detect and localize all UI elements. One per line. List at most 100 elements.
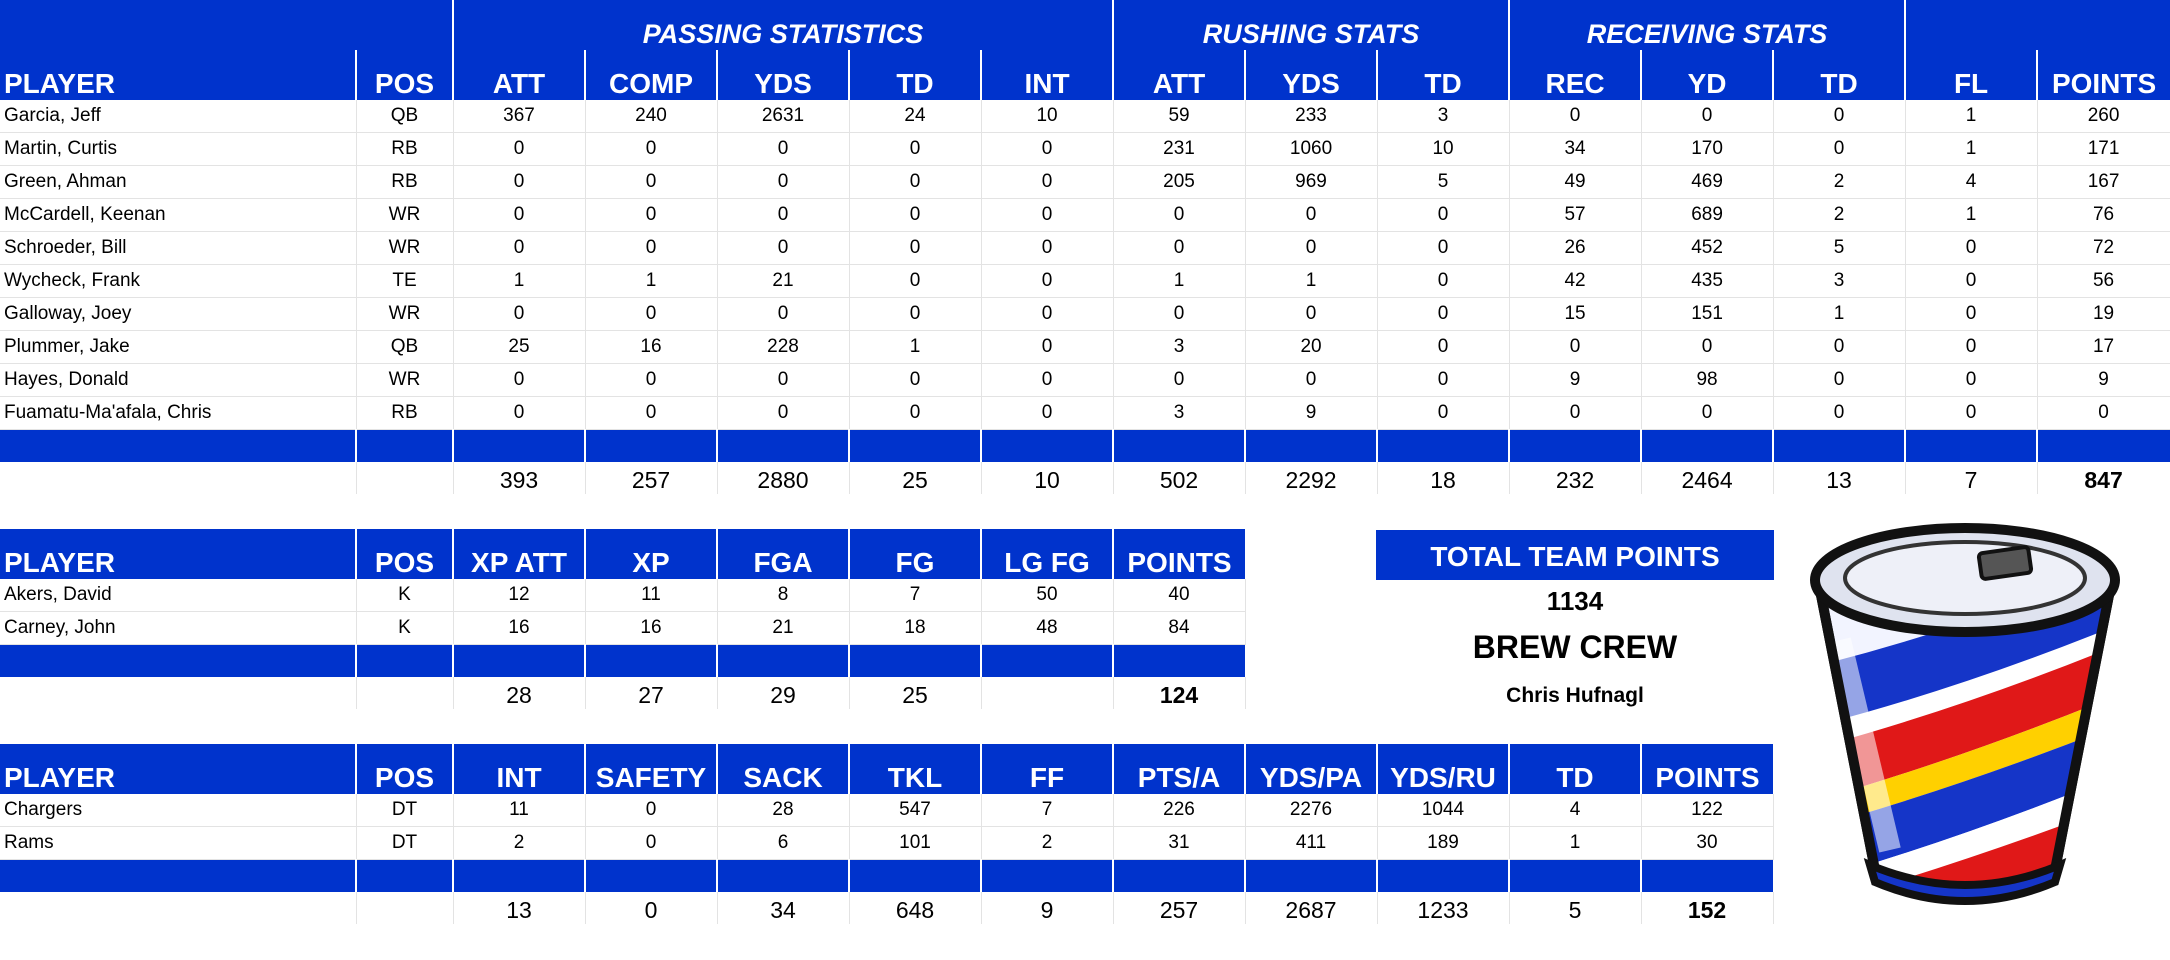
- stat-cell: 205: [1113, 165, 1246, 199]
- player-name: Galloway, Joey: [0, 297, 357, 331]
- offense-col-header-int: INT: [979, 50, 1114, 100]
- total-cell: 502: [1113, 462, 1246, 494]
- stat-cell: 34: [1509, 132, 1642, 166]
- stat-cell: 1044: [1377, 794, 1510, 827]
- stat-cell: 0: [1905, 396, 2038, 430]
- stat-cell: 40: [1113, 579, 1246, 612]
- stat-cell: 0: [849, 231, 982, 265]
- separator-cell: [584, 644, 717, 677]
- table-row: Plummer, Jake QB 25 16 228 1 0 3 20 0 0 0 0 0 17: [0, 330, 2170, 364]
- offense-col-header-pos: POS: [355, 50, 453, 100]
- stat-cell: 1: [1773, 297, 1906, 331]
- stat-cell: 1: [453, 264, 586, 298]
- offense-col-header-yds: YDS: [716, 50, 849, 100]
- separator-cell: [355, 859, 453, 892]
- group-misc-blank: [1904, 0, 2170, 50]
- offense-group-blank: [0, 0, 453, 50]
- defense-col-header-int: INT: [452, 744, 585, 794]
- stat-cell: 26: [1509, 231, 1642, 265]
- stat-cell: 0: [717, 198, 850, 232]
- stat-cell: 0: [1509, 330, 1642, 364]
- stat-cell: 76: [2037, 198, 2170, 232]
- stat-cell: 9: [2037, 363, 2170, 397]
- stat-cell: 21: [717, 611, 850, 645]
- separator-cell: [1508, 859, 1641, 892]
- offense-col-header-fl: FL: [1904, 50, 2038, 100]
- offense-header-row: PLAYER POS ATT COMP YDS TD INT ATT YDS TD REC YD TD F…: [0, 50, 2170, 100]
- stat-cell: 0: [585, 165, 718, 199]
- stat-cell: 0: [1377, 363, 1510, 397]
- total-cell: [0, 462, 357, 494]
- offense-col-header-att: ATT: [452, 50, 585, 100]
- table-row: Martin, Curtis RB 0 0 0 0 0 231 1060 10 34 170 0 1 171: [0, 132, 2170, 166]
- offense-col-header-player: PLAYER: [0, 50, 356, 100]
- separator-cell: [1376, 859, 1509, 892]
- table-row: Garcia, Jeff QB 367 240 2631 24 10 59 233 3 0 0 0 1 26…: [0, 100, 2170, 133]
- stat-cell: 0: [981, 231, 1114, 265]
- separator-cell: [1508, 429, 1642, 462]
- player-name: McCardell, Keenan: [0, 198, 357, 232]
- stat-cell: 233: [1245, 100, 1378, 133]
- offense-col-header-comp: COMP: [584, 50, 717, 100]
- table-row: Hayes, Donald WR 0 0 0 0 0 0 0 0 9 98 0 0 9: [0, 363, 2170, 397]
- position: RB: [356, 396, 454, 430]
- stat-cell: 0: [981, 363, 1114, 397]
- stat-cell: 8: [717, 579, 850, 612]
- stat-cell: 0: [981, 297, 1114, 331]
- stat-cell: 0: [981, 198, 1114, 232]
- stat-cell: 0: [1245, 363, 1378, 397]
- table-row: Wycheck, Frank TE 1 1 21 0 0 1 1 0 42 435 3 0 56: [0, 264, 2170, 298]
- stat-cell: 0: [1773, 396, 1906, 430]
- stat-cell: 3: [1377, 100, 1510, 133]
- defense-col-header-pos: POS: [355, 744, 453, 794]
- stat-cell: 0: [453, 396, 586, 430]
- player-name: Hayes, Donald: [0, 363, 357, 397]
- offense-col-header-att: ATT: [1112, 50, 1246, 100]
- stat-cell: 0: [981, 132, 1114, 166]
- total-cell: 847: [2037, 462, 2170, 494]
- separator-cell: [848, 644, 981, 677]
- position: WR: [356, 363, 454, 397]
- total-cell: 2687: [1245, 892, 1378, 924]
- total-cell: 25: [849, 677, 982, 709]
- stat-cell: 0: [981, 330, 1114, 364]
- stat-cell: 231: [1113, 132, 1246, 166]
- total-cell: 27: [585, 677, 718, 709]
- stat-cell: 170: [1641, 132, 1774, 166]
- stat-cell: 435: [1641, 264, 1774, 298]
- stat-cell: 20: [1245, 330, 1378, 364]
- stat-cell: 0: [849, 264, 982, 298]
- separator-cell: [1112, 644, 1245, 677]
- team-summary: TOTAL TEAM POINTS 1134 BREW CREW Chris H…: [1376, 530, 1774, 708]
- stat-cell: 189: [1377, 826, 1510, 860]
- player-name: Green, Ahman: [0, 165, 357, 199]
- offense-col-header-td: TD: [1772, 50, 1906, 100]
- stat-cell: 9: [1509, 363, 1642, 397]
- total-cell: 2880: [717, 462, 850, 494]
- stat-cell: 6: [717, 826, 850, 860]
- stat-cell: 17: [2037, 330, 2170, 364]
- stat-cell: 5: [1377, 165, 1510, 199]
- stat-cell: 226: [1113, 794, 1246, 827]
- stat-cell: 42: [1509, 264, 1642, 298]
- stat-cell: 0: [717, 165, 850, 199]
- separator-cell: [355, 644, 453, 677]
- total-cell: 7: [1905, 462, 2038, 494]
- stat-cell: 48: [981, 611, 1114, 645]
- separator-cell: [584, 429, 717, 462]
- player-name: Chargers: [0, 794, 357, 827]
- stat-cell: 122: [1641, 794, 1774, 827]
- table-row: McCardell, Keenan WR 0 0 0 0 0 0 0 0 57 689 2 1 76: [0, 198, 2170, 232]
- total-cell: [356, 677, 454, 709]
- stat-cell: 260: [2037, 100, 2170, 133]
- separator-cell: [1376, 429, 1510, 462]
- total-cell: 152: [1641, 892, 1774, 924]
- stat-cell: 21: [717, 264, 850, 298]
- stat-cell: 0: [585, 794, 718, 827]
- stat-cell: 31: [1113, 826, 1246, 860]
- stat-cell: 0: [717, 363, 850, 397]
- stat-cell: 689: [1641, 198, 1774, 232]
- offense-totals-row: 393 257 2880 25 10 502 2292 18 232 2464 13 7 847: [0, 462, 2170, 494]
- position: DT: [356, 794, 454, 827]
- stat-cell: 2: [453, 826, 586, 860]
